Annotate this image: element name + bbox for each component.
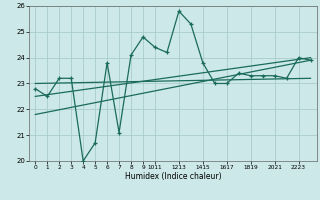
X-axis label: Humidex (Indice chaleur): Humidex (Indice chaleur) [124, 172, 221, 181]
